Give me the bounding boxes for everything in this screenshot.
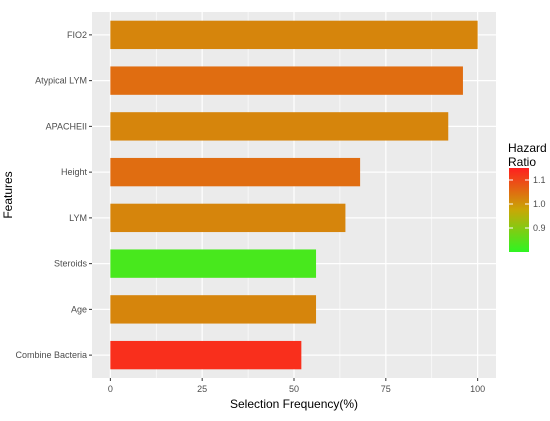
x-axis-ticks: 0 25 50 75 100 (108, 378, 485, 394)
legend-ticks: 0.9 1.0 1.1 (509, 175, 546, 233)
y-tick-label: Steroids (54, 259, 88, 269)
y-tick-label: Combine Bacteria (15, 350, 87, 360)
y-axis-title: Features (1, 171, 15, 218)
y-axis-ticks: FIO2 Atypical LYM APACHEII Height LYM Steroid… (15, 30, 92, 360)
y-tick-label: LYM (69, 213, 87, 223)
legend-tick-label: 1.0 (533, 199, 546, 209)
legend-title-line1: Hazard (508, 141, 547, 155)
x-tick-label: 25 (197, 384, 207, 394)
y-tick-label: Height (61, 167, 88, 177)
color-legend: Hazard Ratio 0.9 1.0 1.1 (508, 141, 547, 252)
bar (110, 20, 478, 50)
x-tick-label: 50 (289, 384, 299, 394)
y-tick-label: FIO2 (67, 30, 87, 40)
y-tick-label: Age (71, 304, 87, 314)
x-tick-label: 0 (108, 384, 113, 394)
bar (110, 249, 317, 278)
x-axis-title: Selection Frequency(%) (230, 397, 358, 411)
bar (110, 203, 346, 233)
legend-tick-label: 0.9 (533, 223, 546, 233)
legend-tick-label: 1.1 (533, 175, 546, 185)
legend-title-line2: Ratio (508, 155, 536, 169)
y-tick-label: APACHEII (46, 121, 87, 131)
bar (110, 295, 317, 324)
y-tick-label: Atypical LYM (35, 76, 87, 86)
bar (110, 66, 463, 95)
bar (110, 112, 449, 141)
bar (110, 340, 302, 370)
legend-colorbar (509, 168, 529, 252)
x-tick-label: 100 (470, 384, 485, 394)
x-tick-label: 75 (381, 384, 391, 394)
bar (110, 157, 361, 187)
bars (110, 20, 478, 370)
